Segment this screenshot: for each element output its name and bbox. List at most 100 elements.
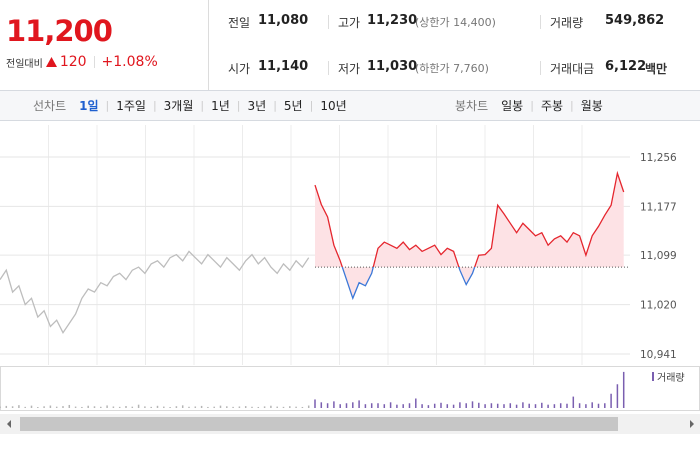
volume-bar [320,402,323,408]
column-divider [328,15,329,29]
change-label: 전일대비 [6,58,43,70]
tab[interactable]: 1년 [211,99,230,113]
volume-bar [585,404,587,408]
volume-bar [358,400,360,408]
volume-bar [345,403,348,408]
candle-tabs: 봉차트 일봉 | 주봉 | 월봉 [455,91,603,120]
summary-note: (상한가 14,400) [415,16,496,29]
volume-bar [118,406,121,408]
summary-value: 11,080 [258,13,309,28]
summary-label: 저가 [338,62,361,76]
volume-bar [490,403,493,408]
volume-bar [421,404,423,408]
volume-bar [541,402,543,408]
volume-bar [307,405,310,408]
volume-bar [200,405,203,408]
column-divider [540,61,541,75]
tab[interactable]: 3년 [247,99,267,113]
tab[interactable]: 1일 [79,99,99,113]
separator [93,56,95,68]
volume-bar [93,406,96,408]
volume-bar [402,404,404,408]
volume-bar [150,406,152,408]
volume-bar [616,384,619,408]
volume-bar [408,403,411,408]
volume-bar [5,405,8,408]
volume-bar [427,405,430,408]
volume-bar [289,406,291,408]
volume-bar [18,405,20,408]
volume-bar [446,404,449,408]
volume-bar [572,396,575,408]
summary-value: 11,140 [258,59,309,74]
volume-bar [433,403,436,408]
volume-bar [396,404,398,408]
volume-bar [125,406,127,408]
volume-bar [333,401,335,408]
volume-bar [62,406,64,408]
summary-value: 6,122 [605,59,647,74]
tab[interactable]: 일봉 [501,99,524,113]
volume-bar [156,405,159,408]
up-icon [45,57,57,67]
volume-bar [87,405,89,408]
volume-bar [591,402,593,408]
tab-separator: | [570,99,574,112]
volume-panel [0,366,700,411]
volume-bar [188,406,190,408]
volume-bar [465,403,467,408]
volume-bar [295,406,297,408]
tab[interactable]: 3개월 [163,99,194,113]
volume-bar [213,406,215,408]
legend-label: 거래량 [657,372,685,384]
volume-bar [383,404,386,408]
tab-separator: | [200,99,205,112]
volume-bar [326,403,329,408]
price-line [314,170,625,301]
volume-bar [238,406,241,408]
volume-bar [263,406,266,408]
volume-bar [49,405,52,408]
volume-bar [270,405,272,408]
volume-bar [112,406,115,408]
volume-bar [163,406,165,408]
volume-bar [471,401,474,408]
volume-bar [232,406,234,408]
scroll-thumb[interactable] [20,417,618,431]
volume-bar [314,399,316,408]
change-pct: +1.08% [101,54,158,70]
tab[interactable]: 5년 [283,99,303,113]
volume-bar [219,405,222,408]
tab-header: 선차트 [33,99,67,113]
price: 11,200 [6,14,113,48]
scroll-right[interactable] [690,420,694,428]
summary-label: 시가 [228,62,251,76]
volume-bar [24,406,26,408]
volume-bar [81,406,83,408]
change-row: 전일대비 120 +1.08% [6,54,158,70]
volume-bar [339,404,341,408]
volume-bar [251,406,253,408]
volume-bar [503,404,505,408]
volume-bar [244,406,247,408]
volume-bar [534,404,537,408]
tab[interactable]: 월봉 [580,99,603,113]
price-line [0,250,310,334]
volume-bar [68,404,71,408]
volume-bar [131,406,134,408]
summary-value: 549,862 [605,13,665,28]
tab[interactable]: 주봉 [540,99,564,113]
tab[interactable]: 10년 [320,99,347,113]
tab-separator: | [530,99,534,112]
volume-bar [364,404,367,408]
line-tabs: 선차트 1일 | 1주일 | 3개월 | 1년 | 3년 | 5년 | 10년 [33,91,347,120]
volume-bar [282,406,285,408]
tab-separator: | [152,99,157,112]
volume-bar [11,406,14,408]
tab[interactable]: 1주일 [116,99,146,113]
volume-bar [578,403,581,408]
scroll-left[interactable] [7,420,11,428]
volume-bar [370,403,373,408]
volume-bar [509,403,512,408]
